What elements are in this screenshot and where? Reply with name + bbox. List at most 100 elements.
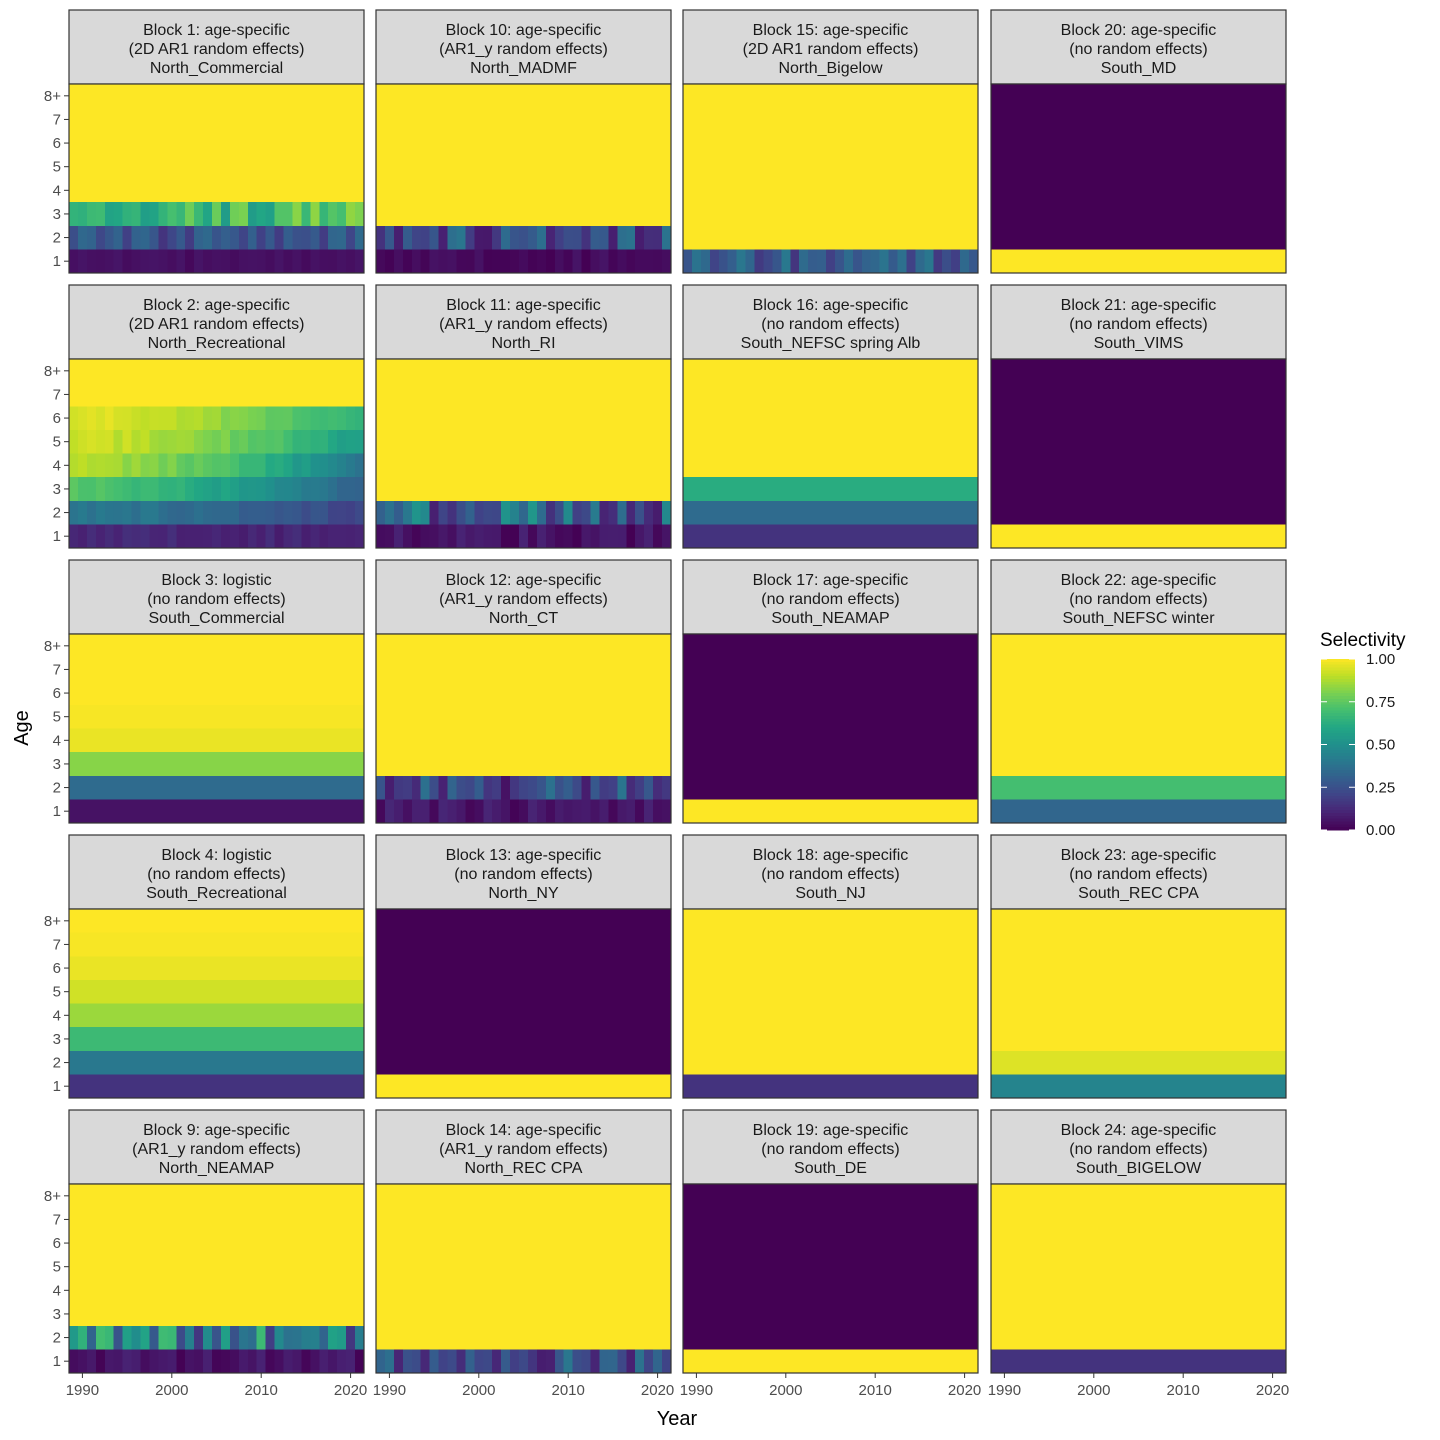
heatmap-cells	[69, 909, 364, 1098]
heatmap-cell	[319, 202, 329, 226]
heatmap-cell	[95, 202, 106, 226]
heatmap-cell	[376, 477, 671, 501]
heatmap-cell	[942, 249, 952, 273]
heatmap-cell	[113, 202, 124, 226]
heatmap-cell	[301, 406, 311, 430]
heatmap-cell	[203, 225, 213, 250]
panel-title-line: (no random effects)	[1069, 316, 1207, 333]
heatmap-cell	[212, 477, 222, 501]
heatmap-cell	[447, 799, 458, 823]
heatmap-cell	[402, 225, 413, 250]
x-tick-label: 2000	[1077, 1382, 1110, 1399]
heatmap-cell	[149, 249, 159, 273]
heatmap-cells	[683, 909, 978, 1098]
legend-colorbar-segment	[1321, 810, 1355, 814]
heatmap-cell	[691, 249, 702, 273]
heatmap-cell	[104, 429, 115, 454]
heatmap-cell	[310, 453, 320, 478]
heatmap-cell	[301, 359, 311, 383]
heatmap-cell	[95, 359, 106, 383]
heatmap-cell	[465, 799, 475, 823]
heatmap-cell	[501, 249, 511, 273]
heatmap-cell	[683, 1231, 978, 1255]
heatmap-cells	[376, 359, 672, 548]
heatmap-cell	[158, 1325, 168, 1350]
heatmap-cell	[683, 225, 978, 250]
heatmap-cell	[310, 202, 320, 226]
heatmap-cell	[653, 249, 663, 273]
heatmap-cell	[319, 524, 329, 548]
heatmap-cell	[274, 477, 285, 501]
panel-title-line: Block 17: age-specific	[753, 572, 909, 589]
y-tick-label: 4	[53, 1282, 61, 1299]
panel-title-line: Block 14: age-specific	[446, 1122, 602, 1139]
heatmap-cell	[283, 382, 294, 407]
heatmap-cell	[220, 477, 231, 501]
heatmap-cell	[590, 775, 601, 800]
heatmap-cell	[247, 453, 258, 478]
heatmap-cell	[429, 225, 440, 250]
heatmap-cell	[754, 249, 765, 273]
panel-strip	[990, 559, 1287, 635]
heatmap-cell	[176, 500, 186, 525]
heatmap-cell	[456, 524, 466, 548]
heatmap-cell	[683, 107, 978, 132]
heatmap-cell	[131, 382, 142, 407]
heatmap-cell	[572, 249, 583, 273]
heatmap-cell	[95, 500, 106, 525]
x-tick-label: 2020	[948, 1382, 981, 1399]
heatmap-cell	[247, 500, 258, 525]
heatmap-cell	[176, 524, 186, 548]
y-tick-label: 2	[53, 230, 61, 247]
heatmap-cell	[355, 477, 365, 501]
heatmap-cell	[991, 154, 1286, 179]
heatmap-cell	[991, 1027, 1286, 1051]
legend-colorbar-segment	[1321, 673, 1355, 677]
heatmap-cell	[683, 406, 978, 430]
x-tick-label: 1990	[373, 1382, 406, 1399]
heatmap-cell	[256, 477, 267, 501]
heatmap-cell	[104, 225, 115, 250]
heatmap-cell	[402, 500, 413, 525]
heatmap-cell	[122, 500, 133, 525]
panel-title-line: (no random effects)	[147, 591, 285, 608]
heatmap-cell	[167, 382, 177, 407]
heatmap-cell	[355, 429, 365, 454]
panel-strip	[68, 284, 365, 360]
heatmap-cell	[355, 249, 365, 273]
heatmap-cell	[69, 84, 364, 108]
heatmap-cell	[131, 406, 142, 430]
heatmap-cell	[924, 249, 934, 273]
panel-border	[68, 358, 365, 549]
heatmap-cell	[131, 249, 142, 273]
y-tick-label: 1	[53, 528, 61, 545]
heatmap-cell	[635, 225, 645, 250]
heatmap-cell	[346, 225, 356, 250]
heatmap-cell	[599, 249, 610, 273]
panel-border	[68, 1183, 365, 1374]
heatmap-cell	[337, 1325, 347, 1350]
heatmap-cell	[292, 202, 303, 226]
heatmap-cell	[104, 359, 115, 383]
heatmap-cell	[683, 657, 978, 682]
heatmap-cells	[991, 909, 1286, 1098]
legend-colorbar-segment	[1321, 721, 1355, 726]
panel-title-line: Block 12: age-specific	[446, 572, 602, 589]
panel-border	[682, 358, 979, 549]
panel-border	[375, 633, 672, 824]
heatmap-cell	[991, 382, 1286, 407]
legend-colorbar-segment	[1321, 713, 1355, 717]
heatmap-cell	[991, 202, 1286, 226]
heatmap-cell	[991, 178, 1286, 203]
heatmap-cell	[283, 477, 294, 501]
heatmap-cell	[355, 1349, 365, 1373]
heatmap-cell	[581, 524, 592, 548]
heatmap-cell	[355, 382, 365, 407]
heatmap-cell	[870, 249, 881, 273]
heatmap-cell	[438, 775, 449, 800]
heatmap-cell	[572, 799, 583, 823]
heatmap-cell	[653, 225, 663, 250]
legend-title: Selectivity	[1320, 630, 1406, 651]
heatmap-cell	[122, 249, 133, 273]
heatmap-cell	[176, 429, 186, 454]
